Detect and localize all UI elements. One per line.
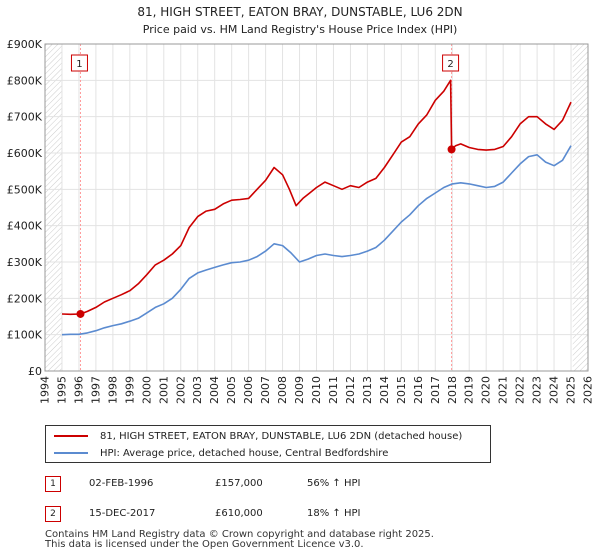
sale-point	[76, 309, 85, 318]
x-tick-label: 2019	[463, 376, 476, 404]
x-tick-label: 2007	[259, 376, 272, 404]
x-tick-label: 2011	[327, 376, 340, 404]
legend-line-hpi	[54, 452, 88, 454]
annotation-marker: 2	[442, 54, 460, 72]
x-tick-label: 2000	[140, 376, 153, 404]
hpi-line	[61, 145, 572, 336]
x-tick-label: 2013	[361, 376, 374, 404]
x-tick-label: 2002	[174, 376, 187, 404]
x-tick-label: 2022	[514, 376, 527, 404]
x-tick-label: 2024	[548, 376, 561, 404]
price-chart: 81, HIGH STREET, EATON BRAY, DUNSTABLE, …	[7, 5, 595, 404]
transaction-date: 02-FEB-1996	[89, 478, 154, 489]
transaction-number-badge: 2	[45, 506, 61, 522]
y-tick-label: £800K	[7, 74, 43, 87]
transaction-price: £610,000	[215, 508, 263, 519]
y-tick-label: £0	[28, 365, 42, 378]
legend-line-property	[54, 435, 88, 437]
x-tick-label: 2006	[242, 376, 255, 404]
transaction-hpi-diff: 56% ↑ HPI	[307, 478, 361, 489]
x-tick-label: 2026	[582, 376, 595, 404]
x-tick-label: 1997	[89, 376, 102, 404]
transaction-date: 15-DEC-2017	[89, 508, 156, 519]
footer-line-1: Contains HM Land Registry data © Crown c…	[45, 529, 434, 540]
x-tick-label: 2014	[378, 376, 391, 404]
x-tick-label: 2010	[310, 376, 323, 404]
x-tick-label: 2017	[429, 376, 442, 404]
hatched-region	[572, 44, 588, 371]
x-tick-label: 2018	[446, 376, 459, 404]
x-tick-label: 2015	[395, 376, 408, 404]
property-price-line	[61, 79, 572, 316]
y-tick-label: £500K	[7, 183, 43, 196]
x-tick-label: 2003	[191, 376, 204, 404]
transaction-number-badge: 1	[45, 476, 61, 492]
y-tick-label: £900K	[7, 38, 43, 51]
x-tick-label: 2009	[293, 376, 306, 404]
footer-line-2: This data is licensed under the Open Gov…	[45, 539, 364, 550]
chart-subtitle: Price paid vs. HM Land Registry's House …	[143, 23, 458, 36]
y-tick-label: £100K	[7, 329, 43, 342]
x-tick-label: 2020	[480, 376, 493, 404]
x-tick-label: 2001	[157, 376, 170, 404]
x-tick-label: 1998	[106, 376, 119, 404]
x-tick-label: 2021	[497, 376, 510, 404]
x-tick-label: 2004	[208, 376, 221, 404]
annotation-marker: 1	[70, 54, 88, 72]
transaction-hpi-diff: 18% ↑ HPI	[307, 508, 361, 519]
annotation-box	[70, 54, 88, 72]
legend-item-property: 81, HIGH STREET, EATON BRAY, DUNSTABLE, …	[54, 428, 462, 444]
legend-item-hpi: HPI: Average price, detached house, Cent…	[54, 445, 388, 461]
y-tick-label: £200K	[7, 292, 43, 305]
chart-title: 81, HIGH STREET, EATON BRAY, DUNSTABLE, …	[137, 5, 462, 19]
annotation-label: 2	[447, 59, 453, 70]
x-tick-label: 1995	[55, 376, 68, 404]
y-tick-label: £400K	[7, 220, 43, 233]
x-tick-label: 2012	[344, 376, 357, 404]
x-tick-label: 1999	[123, 376, 136, 404]
y-tick-label: £600K	[7, 147, 43, 160]
x-tick-label: 2016	[412, 376, 425, 404]
transaction-price: £157,000	[215, 478, 263, 489]
legend: 81, HIGH STREET, EATON BRAY, DUNSTABLE, …	[45, 425, 491, 463]
x-tick-label: 1994	[39, 376, 52, 404]
legend-label-property: 81, HIGH STREET, EATON BRAY, DUNSTABLE, …	[100, 430, 463, 442]
x-tick-label: 2025	[565, 376, 578, 404]
hatched-region	[45, 44, 62, 371]
annotation-label: 1	[76, 59, 82, 70]
sale-point	[447, 145, 456, 154]
x-tick-label: 2008	[276, 376, 289, 404]
y-tick-label: £300K	[7, 256, 43, 269]
annotation-box	[442, 54, 460, 72]
x-tick-label: 2005	[225, 376, 238, 404]
y-tick-label: £700K	[7, 111, 43, 124]
x-tick-label: 1996	[72, 376, 85, 404]
plot-frame	[44, 43, 589, 372]
legend-label-hpi: HPI: Average price, detached house, Cent…	[100, 447, 389, 459]
footer-attribution: Contains HM Land Registry data © Crown c…	[45, 530, 434, 550]
x-tick-label: 2023	[531, 376, 544, 404]
